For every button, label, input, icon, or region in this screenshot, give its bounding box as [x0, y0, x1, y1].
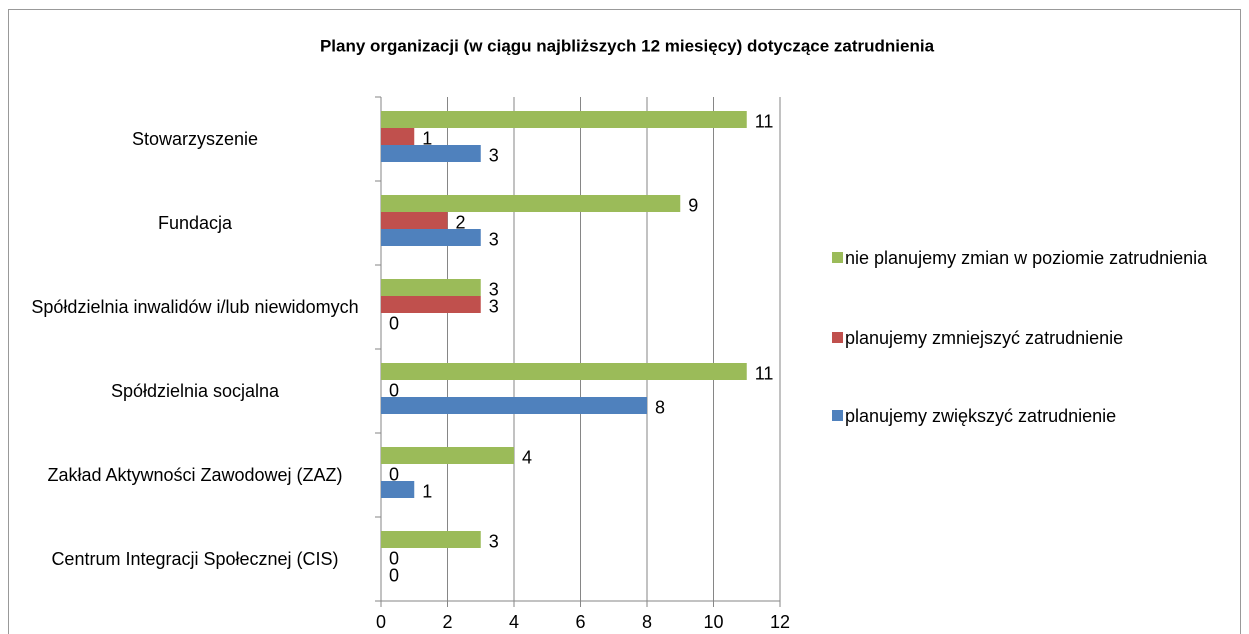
data-label: 3: [489, 279, 499, 299]
data-label: 8: [655, 397, 665, 417]
y-tick-label: Fundacja: [157, 213, 233, 233]
bar: [381, 481, 415, 498]
x-tick-label: 12: [770, 612, 790, 632]
bar: [381, 145, 481, 162]
chart-title: Plany organizacji (w ciągu najbliższych …: [320, 36, 935, 55]
data-label: 3: [489, 145, 499, 165]
legend-swatch: [832, 252, 843, 263]
data-label: 0: [389, 313, 399, 333]
bar: [381, 212, 448, 229]
data-label: 0: [389, 464, 399, 484]
bar: [381, 195, 681, 212]
legend-swatch: [832, 410, 843, 421]
data-label: 3: [489, 531, 499, 551]
bar: [381, 397, 647, 414]
data-label: 1: [422, 128, 432, 148]
y-tick-label: Stowarzyszenie: [131, 129, 259, 149]
data-label: 0: [389, 380, 399, 400]
bar: [381, 111, 747, 128]
x-tick-label: 10: [703, 612, 723, 632]
x-tick-label: 8: [642, 612, 652, 632]
bar: [381, 279, 481, 296]
data-label: 3: [489, 296, 499, 316]
data-label: 11: [755, 363, 774, 383]
chart-border: [8, 9, 1241, 634]
x-tick-label: 2: [442, 612, 452, 632]
bar: [381, 229, 481, 246]
bar: [381, 128, 415, 145]
legend-label: planujemy zmniejszyć zatrudnienie: [845, 328, 1124, 348]
data-label: 4: [522, 447, 532, 467]
bar: [381, 447, 514, 464]
x-tick-label: 6: [575, 612, 585, 632]
data-label: 3: [489, 229, 499, 249]
data-label: 0: [389, 548, 399, 568]
data-label: 9: [688, 195, 698, 215]
y-tick-label: Spółdzielnia inwalidów i/lub niewidomych: [31, 297, 359, 317]
data-label: 2: [456, 212, 466, 232]
legend-label: nie planujemy zmian w poziomie zatrudnie…: [845, 248, 1208, 268]
y-tick-label: Spółdzielnia socjalna: [110, 381, 280, 401]
data-label: 1: [422, 481, 432, 501]
y-tick-label: Centrum Integracji Społecznej (CIS): [51, 549, 339, 569]
bar: [381, 363, 747, 380]
y-tick-label: Zakład Aktywności Zawodowej (ZAZ): [47, 465, 343, 485]
bar: [381, 296, 481, 313]
legend-swatch: [832, 332, 843, 343]
x-tick-label: 4: [509, 612, 519, 632]
legend-label: planujemy zwiększyć zatrudnienie: [845, 406, 1117, 426]
bar: [381, 531, 481, 548]
x-tick-label: 0: [376, 612, 386, 632]
data-label: 11: [755, 111, 774, 131]
data-label: 0: [389, 565, 399, 585]
